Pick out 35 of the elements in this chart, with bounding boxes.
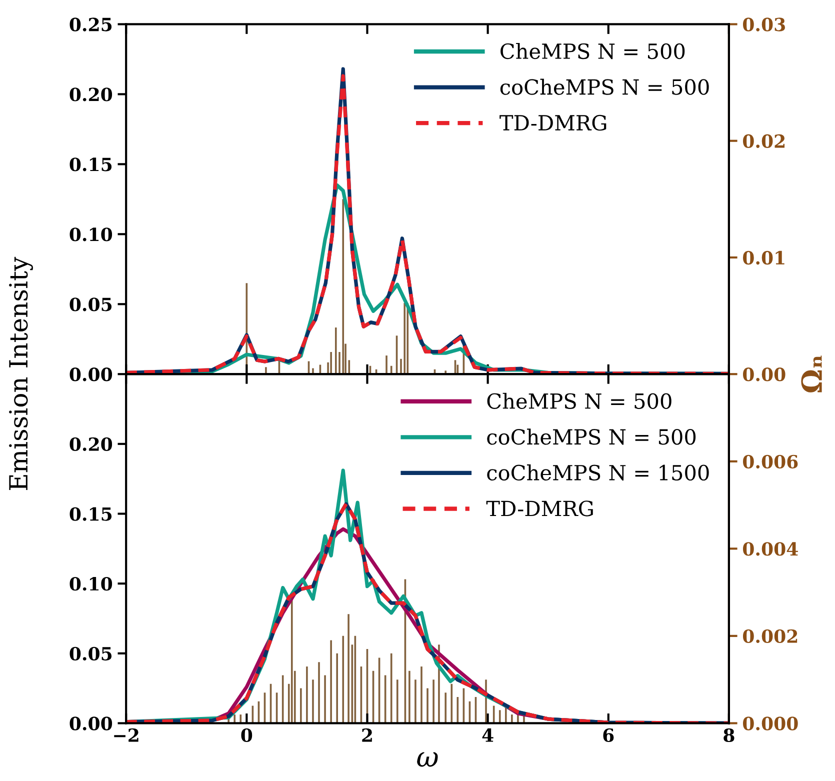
legend-label: coCheMPS N = 500 — [487, 428, 696, 445]
x-axis-title: ω — [417, 752, 438, 767]
y-tick-label: 0.20 — [70, 88, 112, 102]
y-tick-label: 0.10 — [70, 577, 112, 591]
y2-tick-label: 0.02 — [742, 134, 784, 148]
y-tick-label: 0.25 — [70, 18, 112, 32]
legend-label: coCheMPS N = 1500 — [487, 464, 709, 481]
y2-tick-label: 0.000 — [742, 716, 798, 730]
x-tick-label: 0 — [241, 728, 252, 742]
x-tick-label: 4 — [482, 728, 494, 742]
x-tick-label: −2 — [114, 728, 138, 742]
y-tick-label: 0.15 — [70, 158, 112, 172]
y2-tick-label: 0.002 — [742, 629, 798, 644]
legend-label: CheMPS N = 500 — [500, 42, 685, 60]
legend-label: TD-DMRG — [486, 500, 593, 516]
y2-tick-label: 0.00 — [742, 368, 786, 382]
y-tick-label: 0.10 — [70, 228, 112, 242]
legend-label: CheMPS N = 500 — [487, 392, 672, 409]
y-tick-label: 0.00 — [70, 368, 112, 382]
y2-tick-label: 0.006 — [742, 454, 798, 468]
y-axis-title: Emission Intensity — [9, 256, 33, 490]
y2-tick-label: 0.004 — [742, 542, 798, 556]
y2-tick-label: 0.01 — [742, 250, 784, 265]
legend-label: TD-DMRG — [500, 114, 606, 131]
y-tick-label: 0.15 — [70, 507, 112, 521]
x-tick-label: 2 — [362, 728, 372, 742]
y-tick-label: 0.05 — [70, 298, 112, 312]
y2-axis-title: Ωₙ — [801, 356, 822, 392]
y-tick-label: 0.00 — [70, 716, 112, 730]
y-tick-label: 0.20 — [70, 437, 112, 452]
y2-tick-label: 0.03 — [742, 18, 785, 32]
legend-label: coCheMPS N = 500 — [500, 78, 709, 95]
y-tick-label: 0.05 — [70, 646, 112, 660]
x-tick-label: 8 — [724, 728, 734, 742]
x-tick-label: 6 — [603, 728, 614, 742]
